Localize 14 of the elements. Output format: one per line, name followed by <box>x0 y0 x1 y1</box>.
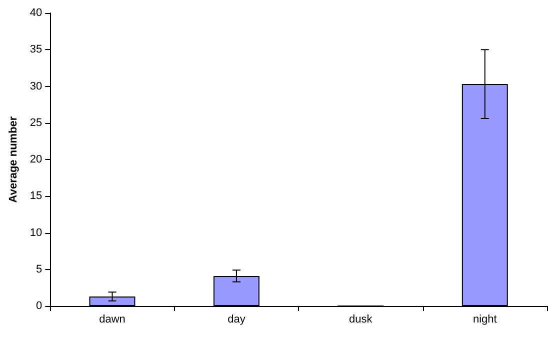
y-tick-label: 20 <box>30 154 42 166</box>
y-tick-label: 0 <box>36 300 42 312</box>
x-tick-label: dawn <box>99 314 126 326</box>
y-tick-label: 30 <box>30 80 42 92</box>
y-axis-title: Average number <box>8 116 20 203</box>
y-tick-label: 10 <box>30 226 42 239</box>
x-tick-label: dusk <box>349 314 373 326</box>
x-tick-label: day <box>228 314 246 326</box>
x-tick-label: night <box>472 314 497 326</box>
y-tick-label: 25 <box>30 116 42 129</box>
y-tick-label: 35 <box>30 44 42 56</box>
y-tick-label: 15 <box>30 190 42 202</box>
y-tick-label: 5 <box>36 263 42 276</box>
y-tick-label: 40 <box>30 7 42 19</box>
